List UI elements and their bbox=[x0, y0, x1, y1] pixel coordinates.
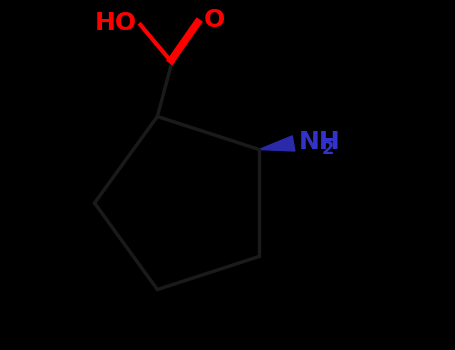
Text: NH: NH bbox=[299, 130, 341, 154]
Text: HO: HO bbox=[95, 11, 137, 35]
Polygon shape bbox=[259, 136, 295, 151]
Text: O: O bbox=[204, 8, 225, 33]
Text: 2: 2 bbox=[322, 140, 334, 158]
